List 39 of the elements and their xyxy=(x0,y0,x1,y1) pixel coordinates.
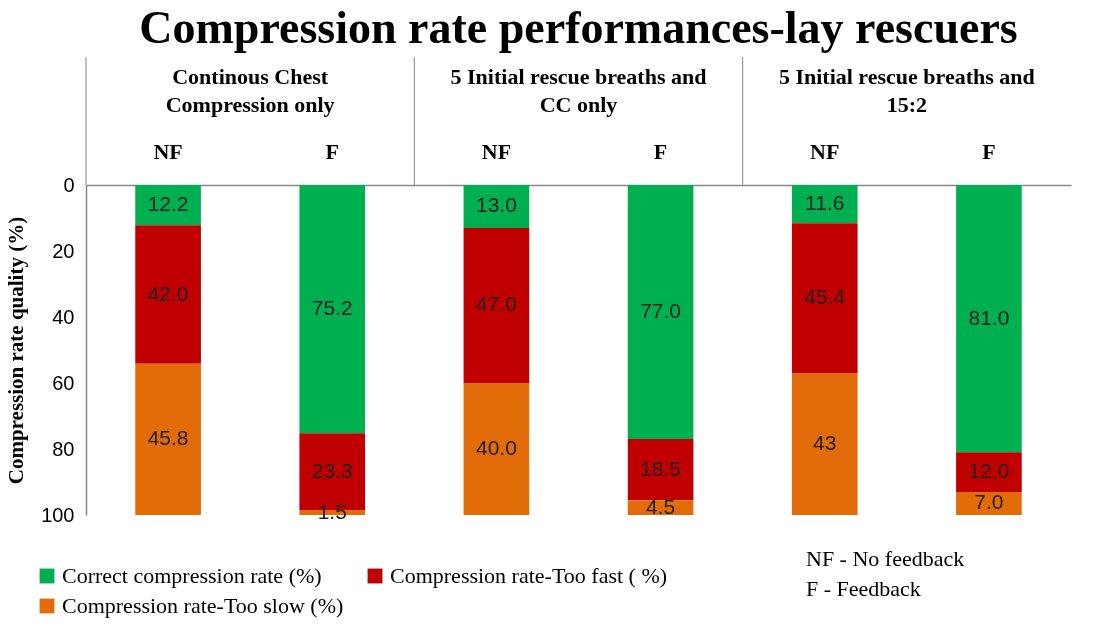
data-label: 13.0 xyxy=(475,193,517,217)
data-label: 47.0 xyxy=(475,292,517,316)
y-tick-label: 60 xyxy=(52,371,75,394)
text: 5 Initial rescue breaths and 15:2 xyxy=(778,64,1035,117)
x-tick-label: F xyxy=(653,138,668,164)
data-label: 12.0 xyxy=(968,459,1010,483)
legend-label: Correct compression rate (%) xyxy=(62,563,322,588)
data-label: 42.0 xyxy=(147,281,189,305)
x-tick-label: NF xyxy=(153,138,183,164)
y-tick-label: 80 xyxy=(52,437,75,460)
legend-label: Compression rate-Too slow (%) xyxy=(62,593,344,618)
data-label: 77.0 xyxy=(640,299,682,323)
y-tick-label: 0 xyxy=(63,173,75,196)
y-tick-label: 20 xyxy=(52,239,75,262)
x-tick-label: F xyxy=(325,138,339,164)
text: Continous Chest Compression only xyxy=(165,64,335,117)
data-label: 45.8 xyxy=(147,426,189,450)
data-label: 43 xyxy=(813,431,837,455)
data-label: 12.2 xyxy=(147,192,189,216)
data-label: 4.5 xyxy=(645,494,676,518)
y-tick-label: 100 xyxy=(41,503,75,526)
x-tick-label: F xyxy=(982,138,996,164)
data-label: 1.5 xyxy=(317,499,347,523)
x-tick-label: NF xyxy=(810,138,840,164)
data-label: 81.0 xyxy=(968,305,1010,329)
x-tick-label: NF xyxy=(481,138,512,164)
chart-title: Compression rate performances-lay rescuers xyxy=(139,1,1018,53)
data-label: 75.2 xyxy=(311,296,353,320)
legend-label: Compression rate-Too fast ( %) xyxy=(390,563,668,588)
text: NF - No feedback F - Feedback xyxy=(806,546,965,601)
text: 5 Initial rescue breaths and CC only xyxy=(450,64,707,117)
data-label: 11.6 xyxy=(805,191,845,215)
data-label: 40.0 xyxy=(475,436,517,459)
y-axis-title: Compression rate quality (%) xyxy=(4,216,29,485)
data-label: 7.0 xyxy=(974,490,1004,514)
data-label: 45.4 xyxy=(804,285,846,309)
data-label: 18.5 xyxy=(640,456,682,480)
data-label: 23.3 xyxy=(311,458,353,482)
y-tick-label: 40 xyxy=(52,305,75,328)
